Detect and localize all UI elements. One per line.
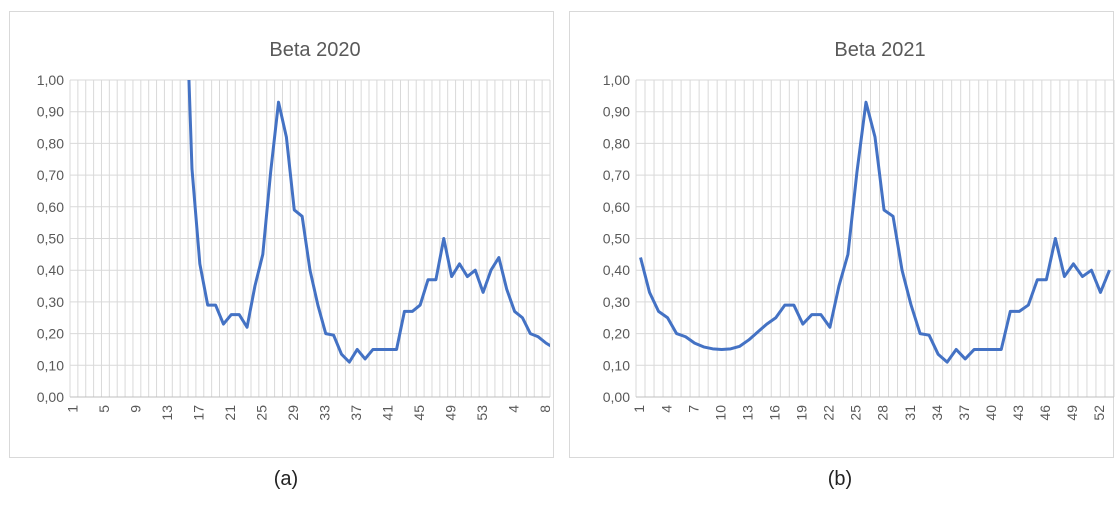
x-tick-label: 34 — [929, 405, 945, 421]
y-tick-label: 0,40 — [37, 262, 64, 278]
x-tick-label: 28 — [875, 405, 891, 421]
y-tick-label: 0,30 — [37, 294, 64, 310]
chart-panel-2020: Beta 2020 0,00 0,10 0,20 0,30 0,40 0,50 0,60 0,7… — [9, 11, 554, 458]
y-tick-label: 0,70 — [603, 167, 630, 183]
x-tick-label: 1 — [631, 405, 647, 413]
x-tick-label: 10 — [712, 405, 728, 421]
x-tick-label: 8 — [537, 405, 553, 413]
chart-svg-2021: Beta 2021 0,00 0,10 0,20 0,30 0,40 0,50 0,60 0,7… — [603, 39, 1115, 421]
chart-svg-2020: Beta 2020 0,00 0,10 0,20 0,30 0,40 0,50 0,60 0,7… — [37, 39, 553, 421]
x-tick-label: 49 — [1064, 405, 1080, 421]
series-line-2021 — [639, 100, 1111, 364]
caption-a: (a) — [273, 468, 299, 490]
y-tick-label: 0,30 — [603, 294, 630, 310]
x-tick-label: 53 — [474, 405, 490, 421]
y-tick-label: 0,70 — [37, 167, 64, 183]
chart-title: Beta 2020 — [269, 39, 360, 61]
y-tick-label: 0,20 — [37, 326, 64, 342]
y-tick-label: 0,10 — [603, 357, 630, 373]
series-line-2020 — [187, 80, 550, 364]
x-tick-label: 5 — [96, 405, 112, 413]
y-tick-label: 0,50 — [603, 231, 630, 247]
y-tick-label: 1,00 — [603, 72, 630, 88]
x-tick-label: 37 — [348, 405, 364, 421]
y-tick-label: 0,50 — [37, 231, 64, 247]
x-tick-label: 21 — [222, 405, 238, 421]
x-tick-label: 25 — [848, 405, 864, 421]
x-tick-label: 49 — [442, 405, 458, 421]
x-tick-label: 41 — [379, 405, 395, 421]
y-tick-label: 0,80 — [37, 135, 64, 151]
x-tick-label: 4 — [658, 405, 674, 413]
x-tick-label: 9 — [128, 405, 144, 413]
x-tick-label: 1 — [65, 405, 81, 413]
x-tick-label: 25 — [253, 405, 269, 421]
chart-title: Beta 2021 — [834, 39, 925, 61]
x-tick-label: 7 — [685, 405, 701, 413]
y-tick-label: 0,60 — [37, 199, 64, 215]
y-tick-label: 0,00 — [603, 389, 630, 405]
y-tick-label: 0,60 — [603, 199, 630, 215]
y-tick-label: 0,80 — [603, 135, 630, 151]
x-tick-label: 46 — [1037, 405, 1053, 421]
y-tick-label: 0,90 — [603, 104, 630, 120]
chart-panel-2021: Beta 2021 0,00 0,10 0,20 0,30 0,40 0,50 0,60 0,7… — [569, 11, 1115, 458]
x-tick-label: 4 — [505, 405, 521, 413]
x-tick-label: 13 — [739, 405, 755, 421]
x-tick-label: 31 — [902, 405, 918, 421]
x-tick-label: 33 — [316, 405, 332, 421]
x-tick-label: 52 — [1091, 405, 1107, 421]
x-tick-label: 16 — [766, 405, 782, 421]
y-tick-label: 0,20 — [603, 326, 630, 342]
x-tick-label: 17 — [191, 405, 207, 421]
x-tick-label: 13 — [159, 405, 175, 421]
x-tick-label: 43 — [1010, 405, 1026, 421]
y-tick-label: 0,90 — [37, 104, 64, 120]
caption-b: (b) — [827, 468, 853, 490]
x-tick-label: 37 — [956, 405, 972, 421]
y-tick-label: 0,00 — [37, 389, 64, 405]
y-tick-label: 0,10 — [37, 357, 64, 373]
x-tick-label: 29 — [285, 405, 301, 421]
x-tick-label: 22 — [821, 405, 837, 421]
x-tick-label: 40 — [983, 405, 999, 421]
y-tick-label: 0,40 — [603, 262, 630, 278]
x-tick-label: 19 — [794, 405, 810, 421]
y-tick-label: 1,00 — [37, 72, 64, 88]
x-tick-label: 45 — [411, 405, 427, 421]
